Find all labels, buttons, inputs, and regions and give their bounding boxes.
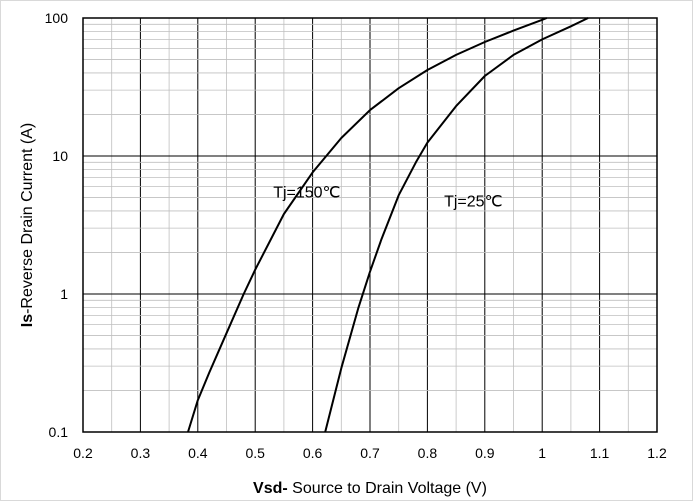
x-axis-label: Vsd- Source to Drain Voltage (V) — [253, 480, 487, 497]
x-tick-label: 0.6 — [303, 445, 323, 461]
x-tick-label: 0.4 — [188, 445, 208, 461]
plot-area — [82, 17, 658, 433]
annotations: Tj=150℃ Tj=25℃ — [273, 185, 502, 211]
y-axis-label-bold: Is — [19, 314, 36, 327]
x-tick-label: 0.8 — [418, 445, 438, 461]
x-tick-label: 0.5 — [245, 445, 265, 461]
y-tick-label: 0.1 — [49, 424, 69, 440]
x-tick-label: 1.2 — [647, 445, 667, 461]
x-tick-label: 1 — [538, 445, 546, 461]
y-axis-label: Is-Reverse Drain Current (A) — [19, 123, 36, 328]
x-tick-label: 0.7 — [360, 445, 380, 461]
x-tick-label: 1.1 — [590, 445, 610, 461]
series-line-tj25 — [324, 17, 589, 433]
y-tick-label: 10 — [52, 148, 68, 164]
y-tick-label: 1 — [60, 286, 68, 302]
x-axis-label-bold: Vsd- — [253, 480, 288, 497]
series-line-tj150 — [187, 17, 548, 433]
x-axis-label-rest: Source to Drain Voltage (V) — [288, 480, 487, 497]
y-axis-label-rest: -Reverse Drain Current (A) — [19, 123, 36, 314]
x-tick-label: 0.2 — [73, 445, 93, 461]
x-axis-ticks: 0.2 0.3 0.4 0.5 0.6 0.7 0.8 0.9 1 1.1 1.2 — [73, 445, 667, 461]
series-group — [187, 17, 589, 433]
y-tick-label: 100 — [45, 10, 69, 26]
series-annotation: Tj=25℃ — [444, 194, 502, 211]
y-axis-ticks: 0.1 1 10 100 — [45, 10, 69, 440]
x-tick-label: 0.3 — [131, 445, 151, 461]
series-annotation: Tj=150℃ — [273, 185, 340, 202]
grid — [83, 18, 657, 432]
x-tick-label: 0.9 — [475, 445, 495, 461]
